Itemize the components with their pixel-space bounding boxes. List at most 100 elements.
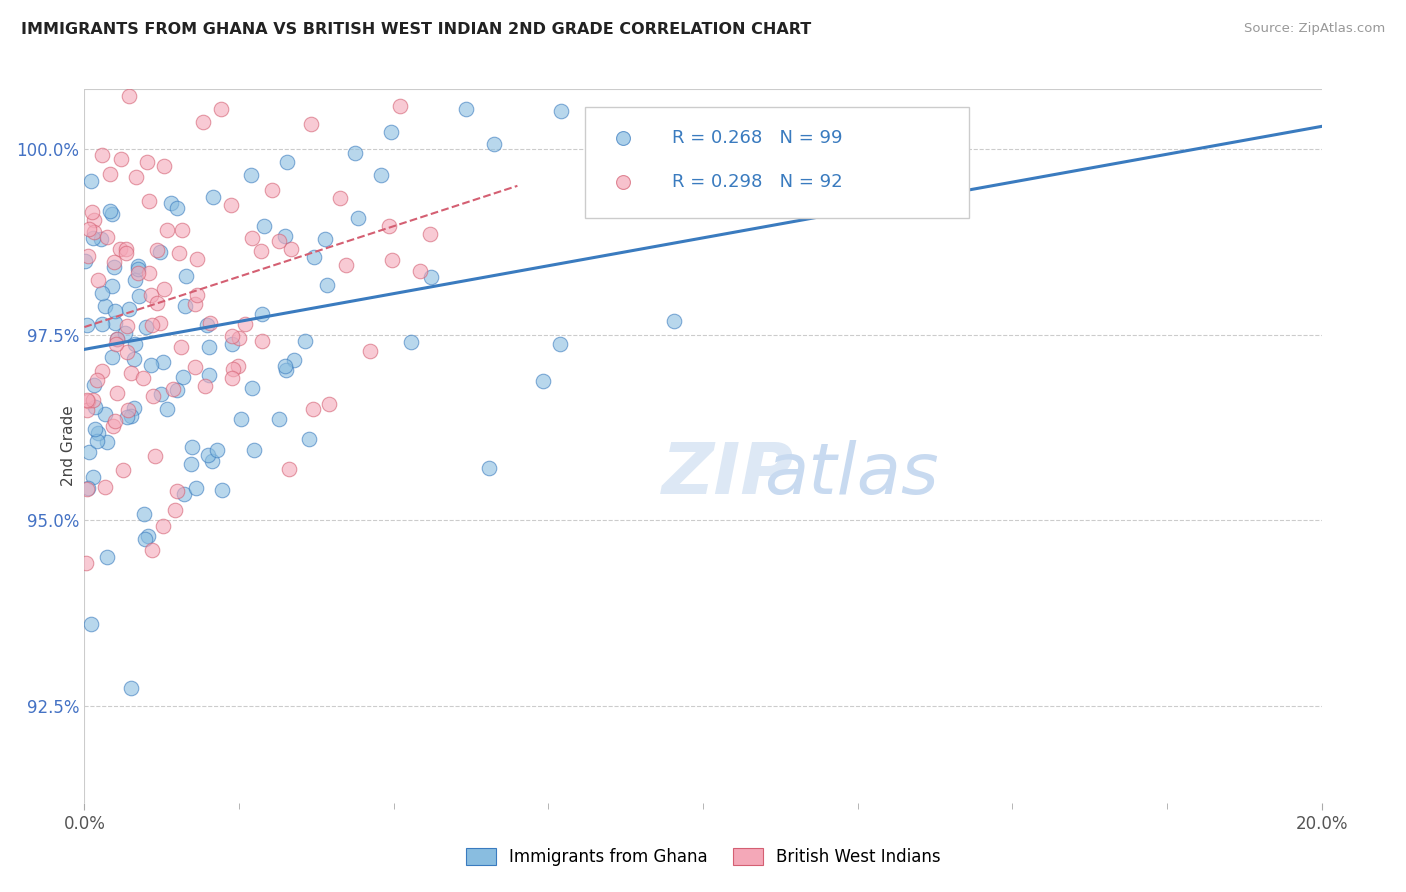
Point bbox=[90, 364, 112, 378]
Point bbox=[76, 393, 98, 408]
Point bbox=[83, 212, 105, 227]
Point bbox=[172, 370, 194, 384]
Point bbox=[198, 316, 221, 330]
Text: atlas: atlas bbox=[765, 440, 939, 509]
Point bbox=[269, 234, 291, 248]
Point bbox=[141, 318, 163, 332]
Point bbox=[343, 146, 366, 161]
Point bbox=[93, 480, 115, 494]
Point bbox=[94, 299, 117, 313]
Point bbox=[335, 258, 357, 272]
Point bbox=[316, 277, 339, 292]
Point bbox=[153, 281, 176, 295]
Legend: Immigrants from Ghana, British West Indians: Immigrants from Ghana, British West Indi… bbox=[465, 847, 941, 866]
Point bbox=[252, 219, 274, 234]
Point bbox=[125, 170, 148, 185]
Point bbox=[105, 332, 128, 346]
Point bbox=[82, 470, 104, 484]
FancyBboxPatch shape bbox=[585, 107, 969, 218]
Point bbox=[314, 232, 336, 246]
Point bbox=[548, 337, 571, 351]
Point bbox=[87, 273, 110, 287]
Point bbox=[138, 266, 160, 280]
Point bbox=[103, 260, 125, 274]
Point bbox=[76, 393, 98, 408]
Point bbox=[142, 388, 165, 402]
Point bbox=[91, 148, 114, 162]
Point bbox=[370, 168, 392, 182]
Point bbox=[221, 198, 243, 212]
Point bbox=[318, 397, 340, 411]
Point bbox=[274, 363, 297, 377]
Point bbox=[482, 136, 505, 151]
Point bbox=[359, 344, 381, 359]
Point bbox=[276, 155, 298, 169]
Point bbox=[82, 231, 104, 245]
Point bbox=[181, 440, 204, 454]
Point bbox=[240, 231, 263, 245]
Point bbox=[167, 246, 190, 260]
Point bbox=[139, 288, 162, 302]
Point bbox=[240, 168, 263, 182]
Point bbox=[250, 25, 273, 39]
Point bbox=[110, 152, 132, 166]
Point bbox=[193, 115, 215, 129]
Point bbox=[103, 303, 125, 318]
Point bbox=[201, 454, 224, 468]
Point bbox=[197, 341, 219, 355]
Point bbox=[221, 336, 243, 351]
Point bbox=[117, 403, 139, 417]
Point bbox=[221, 329, 243, 343]
Point bbox=[388, 99, 411, 113]
Point bbox=[195, 318, 218, 332]
Point bbox=[408, 264, 430, 278]
Point bbox=[299, 117, 322, 131]
Point bbox=[77, 445, 100, 459]
Point bbox=[111, 462, 134, 476]
Point bbox=[153, 159, 176, 173]
Point bbox=[152, 518, 174, 533]
Point bbox=[280, 243, 302, 257]
Text: IMMIGRANTS FROM GHANA VS BRITISH WEST INDIAN 2ND GRADE CORRELATION CHART: IMMIGRANTS FROM GHANA VS BRITISH WEST IN… bbox=[21, 22, 811, 37]
Point bbox=[138, 194, 160, 209]
Point bbox=[173, 486, 195, 500]
Point bbox=[127, 266, 149, 280]
Text: R = 0.268   N = 99: R = 0.268 N = 99 bbox=[672, 128, 842, 146]
Point bbox=[103, 255, 125, 269]
Point bbox=[228, 331, 250, 345]
Point bbox=[166, 201, 188, 215]
Point bbox=[221, 370, 243, 384]
Point bbox=[166, 383, 188, 397]
Point bbox=[104, 336, 127, 351]
Point bbox=[75, 557, 97, 571]
Point bbox=[186, 252, 208, 266]
Text: R = 0.298   N = 92: R = 0.298 N = 92 bbox=[672, 173, 842, 191]
Point bbox=[120, 681, 142, 695]
Point bbox=[156, 401, 179, 416]
Point bbox=[104, 414, 127, 428]
Point bbox=[101, 278, 124, 293]
Point bbox=[243, 443, 266, 458]
Point bbox=[115, 318, 138, 333]
Point bbox=[120, 366, 142, 380]
Point bbox=[381, 252, 404, 267]
Point bbox=[128, 289, 150, 303]
Point bbox=[169, 340, 191, 354]
Point bbox=[162, 382, 184, 396]
Point bbox=[135, 319, 157, 334]
Point bbox=[197, 448, 219, 462]
Point bbox=[87, 425, 110, 440]
Point bbox=[174, 299, 197, 313]
Point bbox=[184, 296, 207, 310]
Point bbox=[124, 337, 146, 351]
Point bbox=[141, 542, 163, 557]
Point bbox=[399, 334, 422, 349]
Point bbox=[77, 249, 100, 263]
Y-axis label: 2nd Grade: 2nd Grade bbox=[60, 406, 76, 486]
Point bbox=[114, 326, 136, 341]
Point bbox=[252, 306, 274, 320]
Point bbox=[456, 102, 478, 116]
Point bbox=[86, 373, 108, 387]
Point bbox=[90, 286, 112, 301]
Point bbox=[96, 435, 118, 450]
